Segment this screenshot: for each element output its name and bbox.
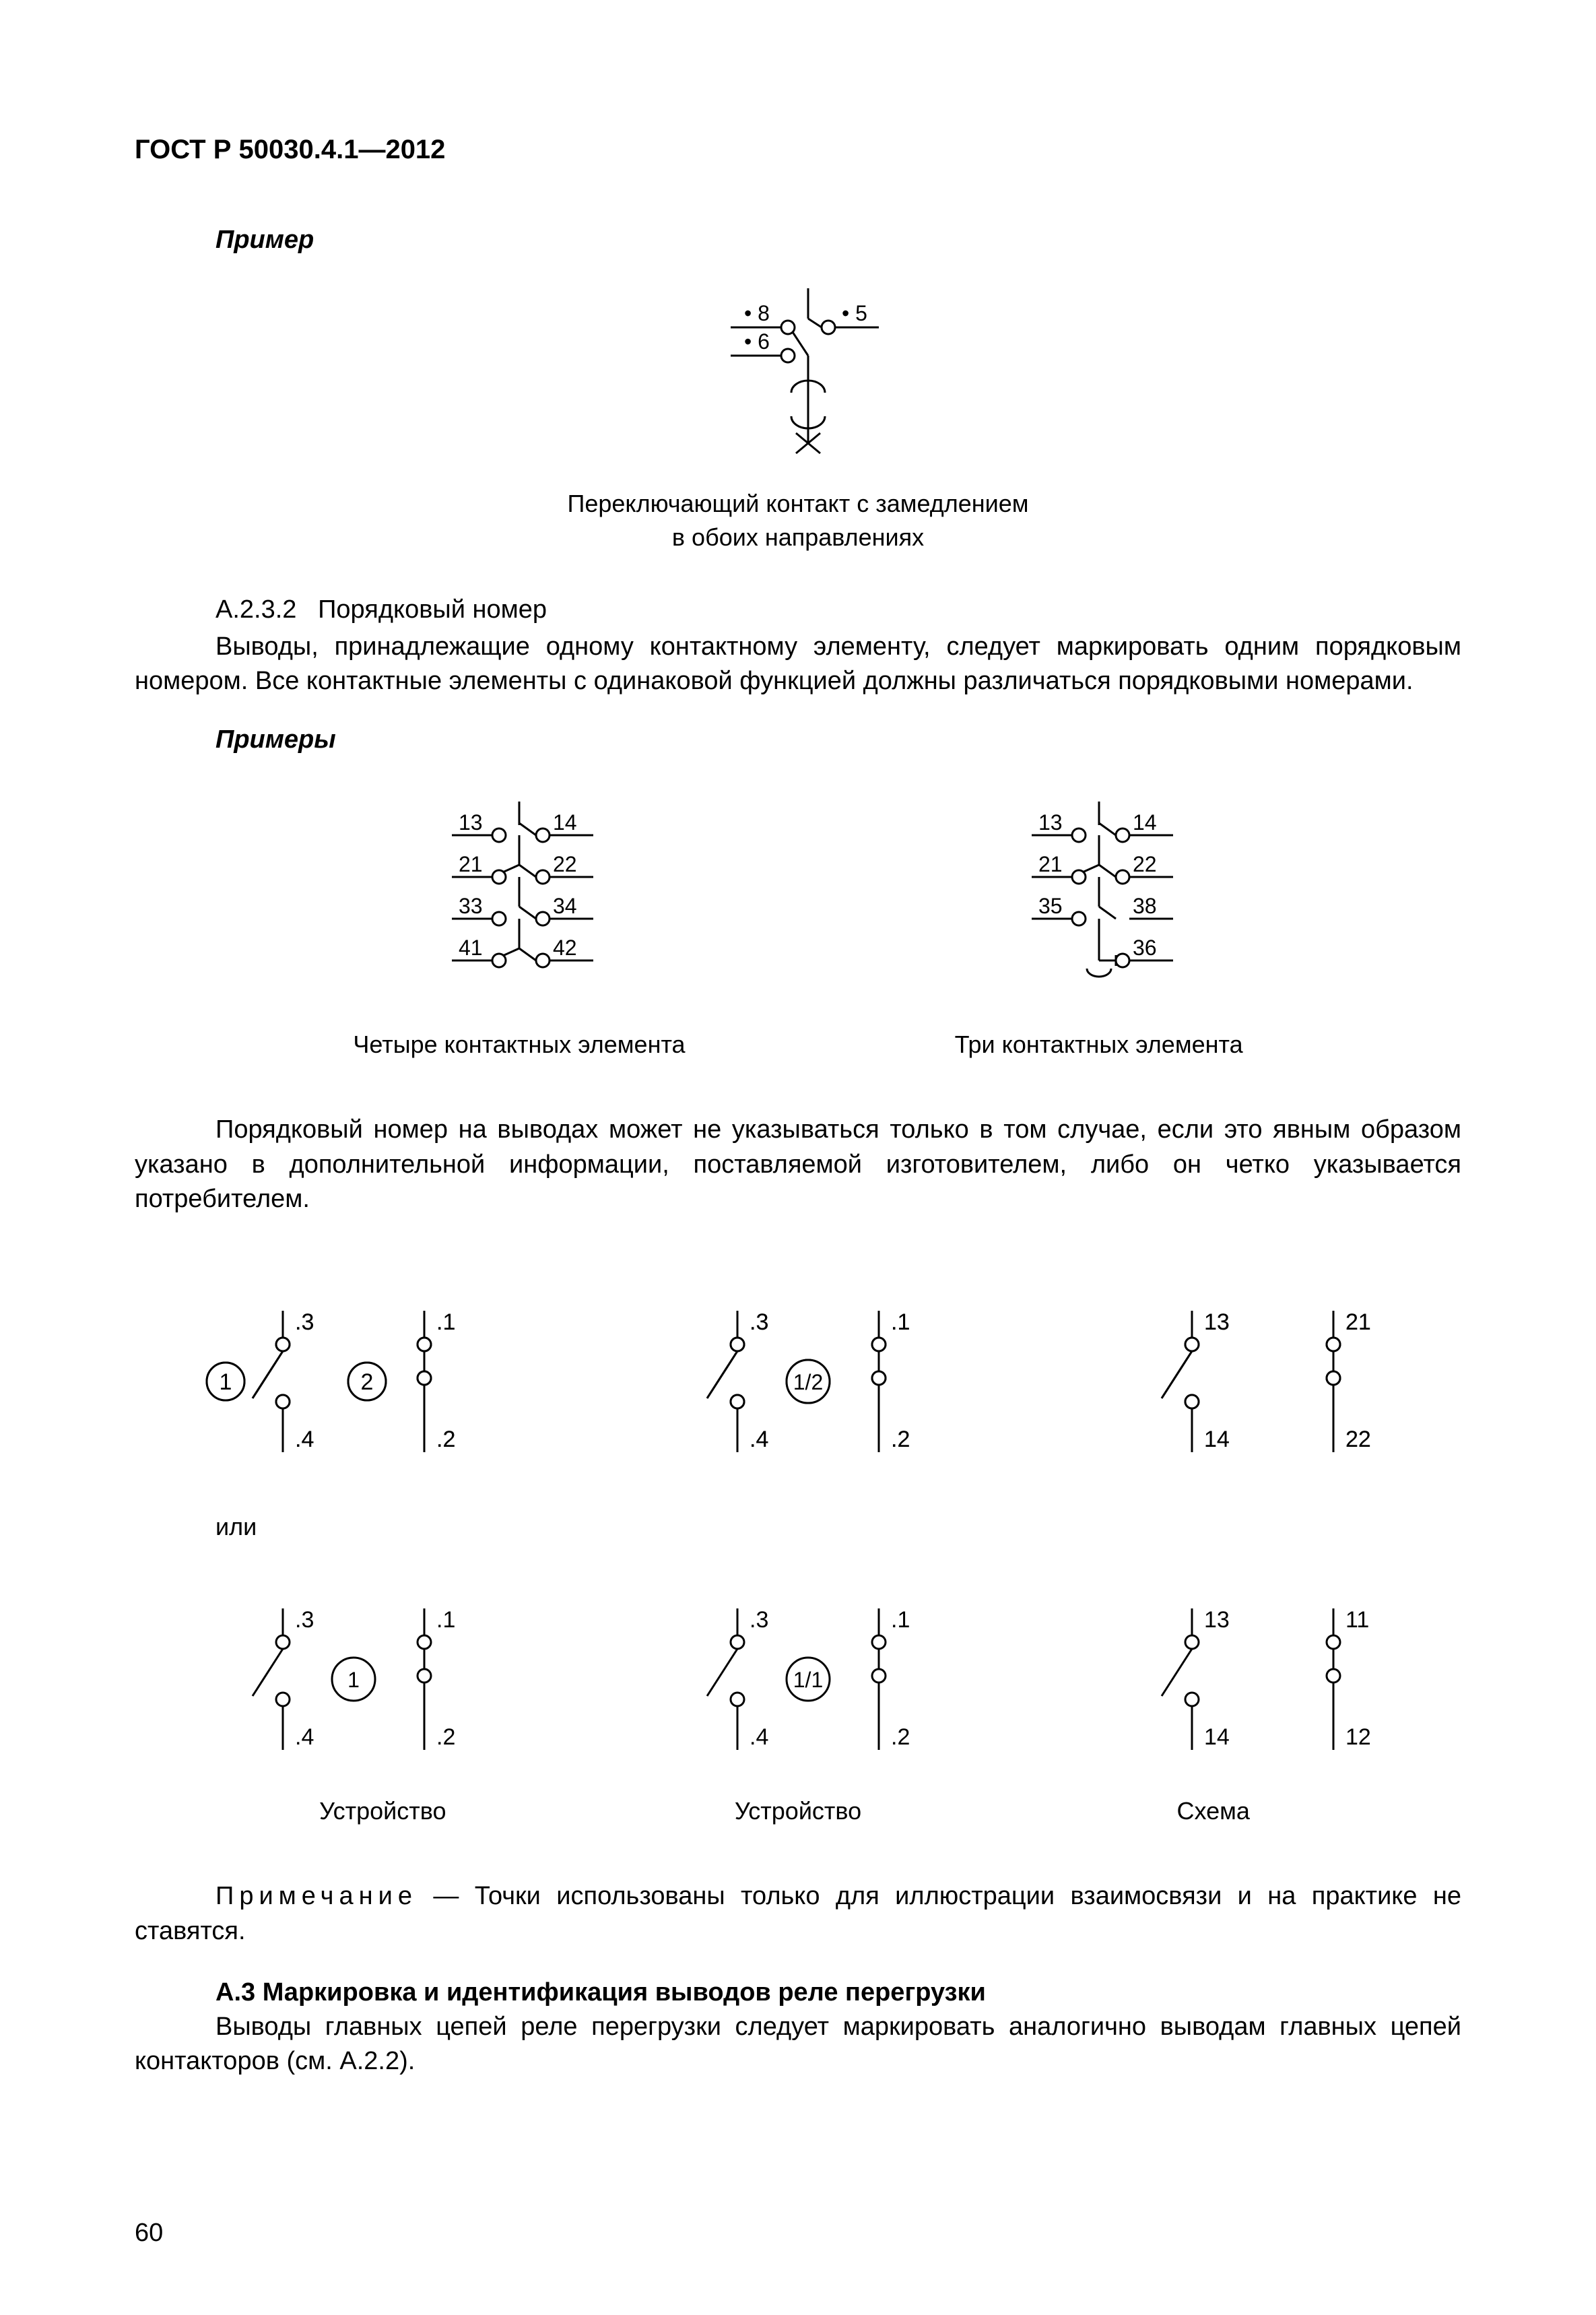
section-a3-heading: А.3 Маркировка и идентификация выводов р… — [215, 1978, 986, 2007]
grid-caption-1: Устройство — [591, 1797, 1006, 1825]
grid-bot-2: 13 14 11 12 — [1084, 1582, 1421, 1784]
grid-svg: .3 .4 .1 .2 1 — [175, 1582, 512, 1784]
svg-text:1: 1 — [347, 1668, 360, 1692]
page-number: 60 — [135, 2219, 163, 2248]
svg-text:.2: .2 — [891, 1427, 910, 1452]
grid-svg: 1314212213142122 — [1084, 1284, 1421, 1486]
grid-svg: .3.4.1.21/2.3.4.1.21/2 — [630, 1284, 966, 1486]
ladder-right-caption: Три контактных элемента — [955, 1031, 1243, 1059]
grid-top-2: 1314212213142122 — [1084, 1284, 1421, 1486]
grid-caption-2: Схема — [1005, 1797, 1421, 1825]
para-after-examples: Порядковый номер на выводах может не ука… — [135, 1113, 1461, 1216]
svg-text:1/1: 1/1 — [793, 1668, 823, 1692]
svg-text:12: 12 — [1345, 1724, 1371, 1750]
svg-text:13: 13 — [1204, 1309, 1230, 1335]
svg-text:.3: .3 — [750, 1607, 768, 1633]
svg-text:21: 21 — [1345, 1309, 1371, 1335]
ladder-left-col: 13 14 21 22 33 34 41 42 Четыре контактных элеме… — [353, 795, 685, 1059]
svg-text:.2: .2 — [891, 1724, 910, 1750]
svg-text:21: 21 — [1038, 852, 1063, 876]
svg-text:.3: .3 — [750, 1309, 768, 1335]
grid-svg: .3 .4 .1 .2 1/1 — [630, 1582, 966, 1784]
ladder-right-svg: 13 14 21 22 35 38 36 — [998, 795, 1200, 1010]
note-line: Примечание — Точки использованы только д… — [135, 1879, 1461, 1949]
svg-text:• 8: • 8 — [744, 301, 770, 325]
grid-bot-1: .3 .4 .1 .2 1/1 — [630, 1582, 966, 1784]
grid-bot-0: .3 .4 .1 .2 1 — [175, 1582, 512, 1784]
section-a232-text: Выводы, принадлежащие одному контактному… — [135, 630, 1461, 699]
page-header: ГОСТ Р 50030.4.1—2012 — [135, 135, 1461, 165]
svg-text:34: 34 — [553, 894, 577, 918]
svg-text:38: 38 — [1133, 894, 1157, 918]
svg-text:22: 22 — [553, 852, 577, 876]
diagram-changeover: • 8 • 5 • 6 Переключающий контакт с замедл… — [135, 282, 1461, 555]
grid-row-top: .3.4.1.212.3.4.1.212 .3.4.1.21/2.3.4.1.2… — [135, 1284, 1461, 1486]
svg-text:14: 14 — [1133, 810, 1157, 835]
section-a232-title: Порядковый номер — [318, 595, 547, 624]
grid-svg: 13 14 11 12 — [1084, 1582, 1421, 1784]
grid-diagrams-block: .3.4.1.212.3.4.1.212 .3.4.1.21/2.3.4.1.2… — [135, 1284, 1461, 1825]
svg-text:11: 11 — [1345, 1607, 1369, 1633]
svg-text:.1: .1 — [891, 1309, 910, 1335]
svg-text:33: 33 — [459, 894, 483, 918]
svg-text:14: 14 — [1204, 1427, 1230, 1452]
note-prefix: Примечание — [215, 1882, 418, 1910]
svg-text:.4: .4 — [295, 1724, 314, 1750]
svg-text:22: 22 — [1345, 1427, 1371, 1452]
or-label: или — [215, 1513, 1461, 1541]
grid-svg: .3.4.1.212.3.4.1.212 — [175, 1284, 512, 1486]
grid-top-1: .3.4.1.21/2.3.4.1.21/2 — [630, 1284, 966, 1486]
section-a232: А.2.3.2 Порядковый номер — [215, 595, 1461, 624]
svg-text:13: 13 — [1038, 810, 1063, 835]
svg-text:2: 2 — [361, 1369, 374, 1395]
grid-captions-row: Устройство Устройство Схема — [135, 1797, 1461, 1825]
grid-caption-0: Устройство — [175, 1797, 591, 1825]
svg-text:42: 42 — [553, 936, 577, 960]
grid-row-bot: .3 .4 .1 .2 1 .3 .4 .1 .2 1/1 13 14 11 12 — [135, 1582, 1461, 1784]
svg-text:• 5: • 5 — [842, 301, 867, 325]
grid-top-0: .3.4.1.212.3.4.1.212 — [175, 1284, 512, 1486]
svg-text:13: 13 — [459, 810, 483, 835]
ladder-diagrams-row: 13 14 21 22 33 34 41 42 Четыре контактных элеме… — [135, 795, 1461, 1059]
svg-text:• 6: • 6 — [744, 329, 770, 354]
ladder-left-caption: Четыре контактных элемента — [353, 1031, 685, 1059]
svg-text:.1: .1 — [436, 1309, 455, 1335]
examples-heading: Примеры — [215, 725, 1461, 754]
svg-text:.2: .2 — [436, 1427, 455, 1452]
svg-text:.4: .4 — [750, 1427, 768, 1452]
svg-text:21: 21 — [459, 852, 483, 876]
svg-text:.1: .1 — [436, 1607, 455, 1633]
caption-line1: Переключающий контакт с замедлением — [567, 490, 1028, 517]
section-a3-text: Выводы главных цепей реле перегрузки сле… — [135, 2010, 1461, 2079]
svg-text:1/2: 1/2 — [793, 1370, 823, 1394]
ladder-right-col: 13 14 21 22 35 38 36 Три контактных элемента — [955, 795, 1243, 1059]
diagram-changeover-svg: • 8 • 5 • 6 — [697, 282, 899, 470]
svg-text:.4: .4 — [295, 1427, 314, 1452]
section-a3-block: А.3 Маркировка и идентификация выводов р… — [135, 1976, 1461, 2079]
svg-text:13: 13 — [1204, 1607, 1230, 1633]
diagram1-caption: Переключающий контакт с замедлением в об… — [135, 487, 1461, 555]
svg-text:14: 14 — [553, 810, 577, 835]
caption-line2: в обоих направлениях — [672, 523, 924, 551]
example-heading: Пример — [215, 226, 1461, 255]
svg-text:.1: .1 — [891, 1607, 910, 1633]
svg-text:.2: .2 — [436, 1724, 455, 1750]
svg-text:22: 22 — [1133, 852, 1157, 876]
svg-text:1: 1 — [220, 1369, 232, 1395]
svg-text:.3: .3 — [295, 1309, 314, 1335]
svg-text:14: 14 — [1204, 1724, 1230, 1750]
section-a232-num: А.2.3.2 — [215, 595, 296, 624]
svg-text:.4: .4 — [750, 1724, 768, 1750]
svg-text:.3: .3 — [295, 1607, 314, 1633]
ladder-left-svg: 13 14 21 22 33 34 41 42 — [418, 795, 620, 1010]
svg-text:36: 36 — [1133, 936, 1157, 960]
svg-text:35: 35 — [1038, 894, 1063, 918]
svg-text:41: 41 — [459, 936, 483, 960]
